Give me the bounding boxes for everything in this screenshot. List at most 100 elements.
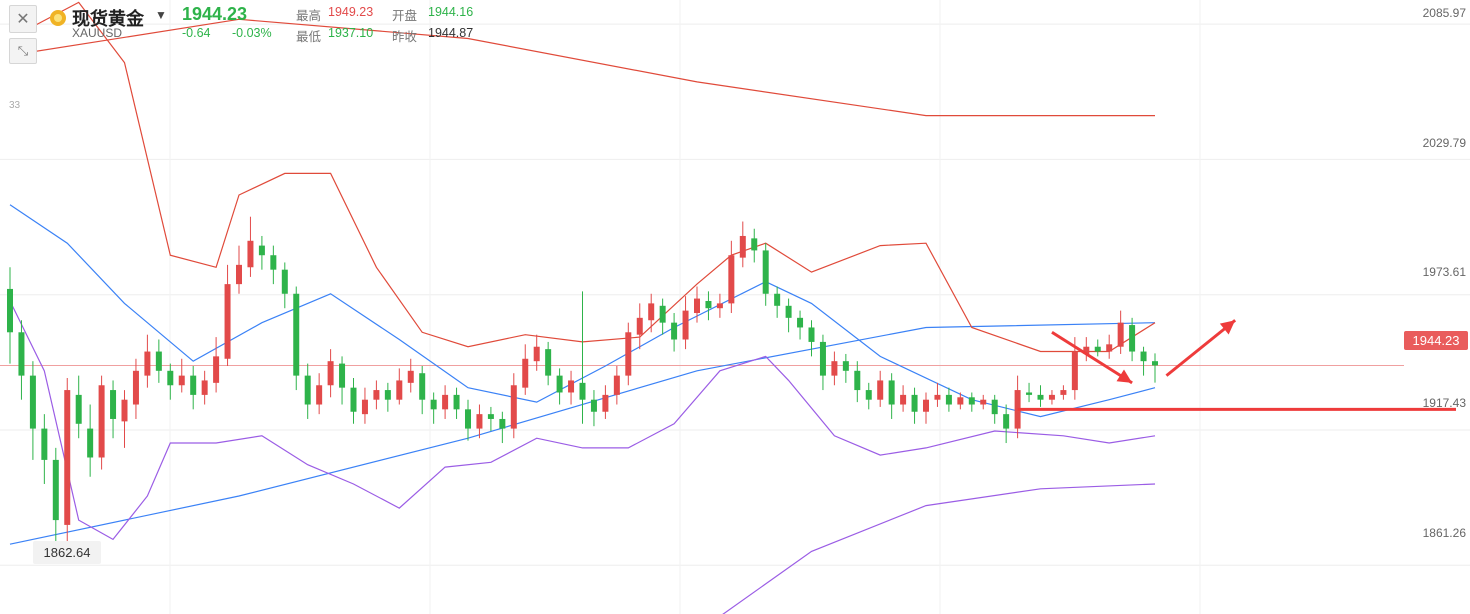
- arrow-head: [1219, 320, 1236, 335]
- chevron-down-icon[interactable]: ▼: [155, 8, 167, 22]
- candle-body: [797, 317, 804, 328]
- candle-body: [465, 409, 471, 429]
- candle-body: [556, 375, 563, 393]
- candle-body: [224, 284, 231, 359]
- candle-body: [407, 370, 414, 383]
- candle-body: [1003, 414, 1010, 429]
- candle-body: [957, 397, 964, 405]
- candle-body: [1094, 346, 1101, 352]
- candle-body: [52, 459, 59, 521]
- candle-body: [476, 414, 483, 429]
- y-tick-label: 1861.26: [1422, 526, 1466, 540]
- candle-body: [590, 399, 597, 412]
- arrow-shaft: [1051, 331, 1133, 385]
- candle-body: [579, 382, 586, 400]
- candle-body: [728, 255, 735, 304]
- y-tick-label: 2085.97: [1422, 6, 1466, 20]
- y-tick-label: 2029.79: [1422, 136, 1466, 150]
- low-value: 1937.10: [328, 26, 374, 40]
- candle-body: [98, 385, 105, 458]
- candle-body: [682, 310, 689, 340]
- candle-body: [888, 380, 895, 405]
- candle-body: [751, 238, 758, 251]
- y-tick-label: 1973.61: [1422, 265, 1466, 279]
- candle-body: [201, 380, 208, 395]
- candle-body: [568, 380, 575, 393]
- candle-body: [7, 288, 13, 333]
- candle-body: [41, 428, 48, 460]
- candle-body: [1140, 351, 1147, 362]
- candle-body: [327, 361, 334, 386]
- arrow-shaft: [1165, 319, 1237, 377]
- candle-body: [785, 305, 792, 318]
- candle-body: [980, 399, 987, 405]
- candle-body: [739, 235, 746, 258]
- candle-body: [75, 394, 82, 424]
- candle-body: [1048, 394, 1055, 400]
- fullscreen-button[interactable]: ⤡: [9, 38, 37, 64]
- candle-body: [236, 264, 242, 285]
- candle-body: [1037, 394, 1044, 400]
- candle-body: [1117, 322, 1124, 347]
- arrow-head: [1116, 369, 1133, 383]
- min-price-tag: 1862.64: [33, 541, 101, 564]
- candle-body: [659, 305, 666, 323]
- candle-body: [64, 390, 71, 525]
- instrument-symbol: XAUUSD: [72, 26, 123, 40]
- indicator-line: [32, 1, 1156, 353]
- candle-body: [396, 380, 403, 400]
- candle-body: [1071, 351, 1078, 391]
- candle-body: [18, 332, 25, 376]
- candle-body: [694, 298, 700, 314]
- candle-body: [442, 394, 449, 410]
- candle-body: [87, 428, 94, 458]
- candle-body: [121, 399, 128, 422]
- candle-body: [842, 361, 849, 371]
- candle-body: [270, 255, 277, 270]
- candle-body: [281, 269, 288, 294]
- indicator-badge: 33: [9, 100, 21, 111]
- indicator-line: [9, 18, 1155, 117]
- candle-body: [419, 373, 426, 400]
- candle-body: [350, 387, 357, 412]
- price-change-percent: -0.03%: [232, 26, 272, 40]
- candle-body: [625, 332, 632, 376]
- candle-body: [545, 349, 552, 376]
- candle-body: [911, 394, 918, 412]
- price-change: -0.64: [182, 26, 211, 40]
- last-price-tag: 1944.23: [1404, 331, 1468, 350]
- candle-body: [110, 390, 117, 419]
- candle-body: [877, 380, 884, 400]
- candle-body: [968, 397, 975, 405]
- candle-body: [716, 303, 723, 309]
- candle-body: [304, 375, 311, 405]
- candle-body: [361, 399, 368, 415]
- candle-body: [384, 390, 391, 400]
- candle-body: [144, 351, 151, 376]
- candle-body: [1060, 390, 1067, 395]
- candle-body: [373, 390, 380, 400]
- instrument-name[interactable]: 现货黄金: [72, 9, 144, 29]
- candle-body: [430, 399, 437, 410]
- candle-body: [499, 418, 506, 429]
- candle-body: [808, 327, 815, 342]
- candle-body: [819, 341, 826, 376]
- candle-body: [293, 293, 300, 376]
- close-icon: ✕: [16, 11, 30, 28]
- expand-icon: ⤡: [17, 43, 29, 58]
- candle-body: [934, 394, 941, 400]
- open-label: 开盘: [392, 9, 418, 23]
- overlay-marks: [1017, 319, 1456, 411]
- candle-body: [900, 394, 907, 405]
- candle-body: [1152, 361, 1158, 366]
- candle-body: [522, 358, 529, 388]
- close-crosshair-button[interactable]: ✕: [9, 5, 37, 33]
- candle-body: [190, 375, 197, 395]
- candle-body: [613, 375, 620, 395]
- candle-body: [213, 356, 220, 383]
- candle-body: [865, 390, 872, 400]
- high-label: 最高: [296, 9, 322, 23]
- candle-body: [533, 346, 540, 362]
